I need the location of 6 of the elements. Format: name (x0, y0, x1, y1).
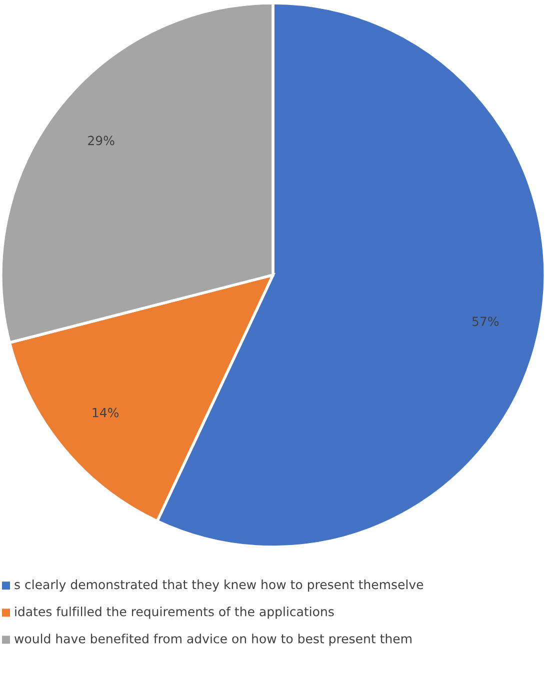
data-label: 57% (472, 316, 499, 326)
legend-label: s clearly demonstrated that they knew how to present themselve (14, 580, 424, 592)
data-label: 14% (92, 408, 119, 418)
data-label: 29% (88, 136, 114, 146)
legend-label: would have benefited from advice on how to best present them (14, 634, 412, 646)
legend-label: idates fulfilled the requirements of the applications (15, 606, 334, 619)
